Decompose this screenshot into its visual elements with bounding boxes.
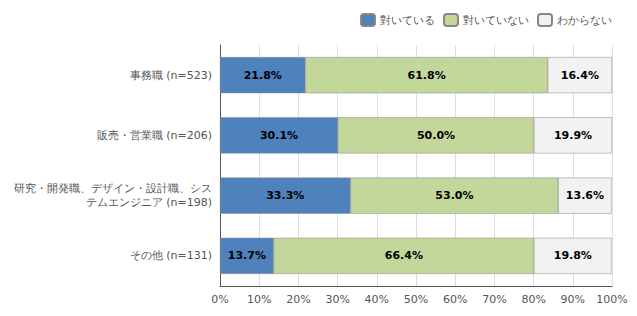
svg-text:16.4%: 16.4% xyxy=(561,69,599,82)
svg-text:20%: 20% xyxy=(286,293,310,306)
svg-text:50.0%: 50.0% xyxy=(417,129,455,142)
svg-text:19.9%: 19.9% xyxy=(554,129,592,142)
svg-text:61.8%: 61.8% xyxy=(407,69,445,82)
svg-text:13.6%: 13.6% xyxy=(566,189,604,202)
svg-text:19.8%: 19.8% xyxy=(554,249,592,262)
svg-text:10%: 10% xyxy=(247,293,271,306)
svg-text:90%: 90% xyxy=(561,293,585,306)
svg-text:テムエンジニア (n=198): テムエンジニア (n=198) xyxy=(86,196,212,209)
svg-text:わからない: わからない xyxy=(557,14,612,27)
svg-text:0%: 0% xyxy=(211,293,228,306)
svg-text:事務職 (n=523): 事務職 (n=523) xyxy=(130,69,212,82)
svg-text:33.3%: 33.3% xyxy=(266,189,304,202)
svg-text:販売・営業職 (n=206): 販売・営業職 (n=206) xyxy=(97,129,212,142)
svg-text:研究・開発職、デザイン・設計職、シス: 研究・開発職、デザイン・設計職、シス xyxy=(14,182,212,195)
svg-text:100%: 100% xyxy=(596,293,627,306)
svg-text:40%: 40% xyxy=(365,293,389,306)
svg-text:對いている: 對いている xyxy=(380,14,435,27)
svg-text:對いていない: 對いていない xyxy=(463,14,529,27)
svg-text:その他 (n=131): その他 (n=131) xyxy=(130,249,212,262)
svg-text:53.0%: 53.0% xyxy=(435,189,473,202)
svg-text:30%: 30% xyxy=(325,293,349,306)
svg-text:50%: 50% xyxy=(404,293,428,306)
svg-text:21.8%: 21.8% xyxy=(244,69,282,82)
svg-text:13.7%: 13.7% xyxy=(228,249,266,262)
svg-text:70%: 70% xyxy=(482,293,506,306)
svg-text:66.4%: 66.4% xyxy=(385,249,423,262)
svg-text:60%: 60% xyxy=(443,293,467,306)
svg-text:80%: 80% xyxy=(521,293,545,306)
svg-text:30.1%: 30.1% xyxy=(260,129,298,142)
